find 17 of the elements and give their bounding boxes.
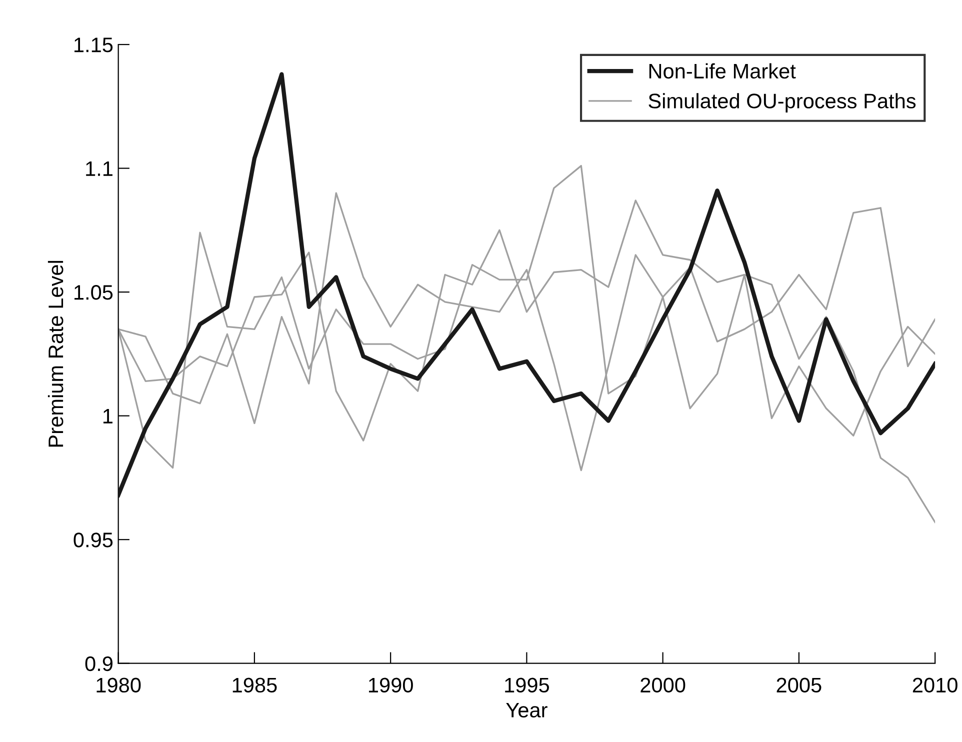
x-axis-title: Year — [506, 702, 548, 718]
x-tick-label: 1990 — [368, 678, 413, 693]
y-tick-label: 0.9 — [85, 656, 112, 672]
x-tick-label: 1995 — [505, 678, 549, 693]
x-tick-label: 2005 — [776, 678, 822, 693]
y-tick-label: 1.05 — [74, 285, 113, 300]
y-tick-label: 1.15 — [74, 38, 113, 52]
y-tick-label: 1 — [103, 409, 112, 424]
legend-label: Non-Life Market — [649, 63, 796, 79]
x-tick-label: 2010 — [912, 678, 958, 693]
y-tick-label: 1.1 — [86, 162, 112, 176]
y-axis-title: Premium Rate Level — [48, 260, 64, 447]
y-tick-label: 0.95 — [74, 532, 113, 548]
x-tick-label: 1980 — [96, 678, 141, 693]
x-tick-label: 1985 — [232, 678, 277, 693]
x-tick-label: 2000 — [640, 678, 686, 693]
legend-label: Simulated OU-process Paths — [648, 93, 916, 113]
